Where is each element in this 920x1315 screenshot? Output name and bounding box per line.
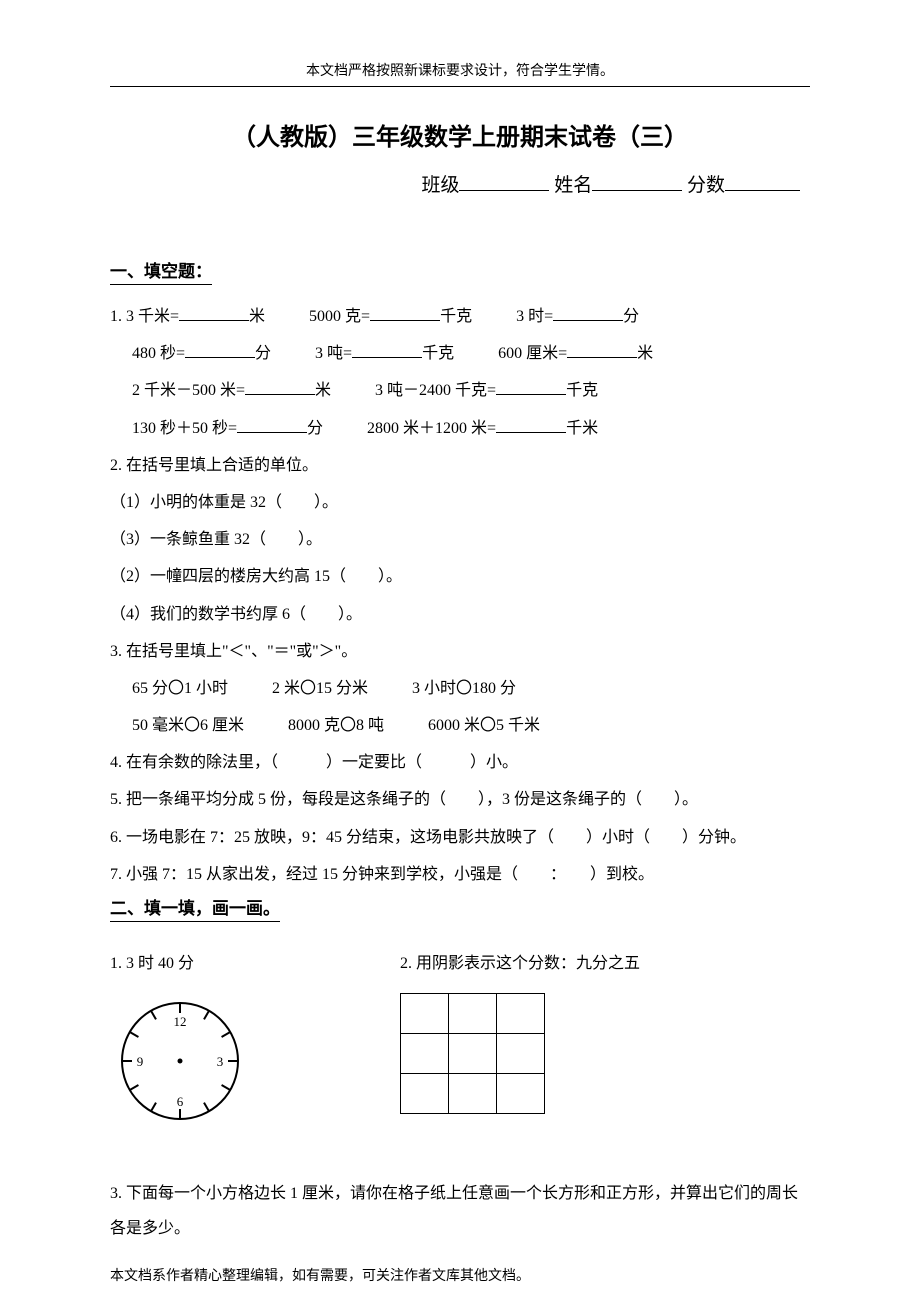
q1-row1: 1. 3 千米= 米 5000 克= 千克 3 时= 分 xyxy=(110,299,810,334)
footer-note: 本文档系作者精心整理编辑，如有需要，可关注作者文库其他文档。 xyxy=(110,1265,810,1285)
q1j2: 千米 xyxy=(566,420,598,437)
q1c: 3 时= xyxy=(516,308,553,325)
q5: 5. 把一条绳平均分成 5 份，每段是这条绳子的（ ），3 份是这条绳子的（ ）… xyxy=(110,782,810,817)
q1c-blank[interactable] xyxy=(553,305,623,321)
q3r2a: 50 毫米〇6 厘米 xyxy=(132,717,244,734)
q6: 6. 一场电影在 7：25 放映，9：45 分结束，这场电影共放映了（ ）小时（… xyxy=(110,820,810,855)
svg-text:12: 12 xyxy=(174,1014,187,1029)
page: 本文档严格按照新课标要求设计，符合学生学情。 （人教版）三年级数学上册期末试卷（… xyxy=(0,0,920,1315)
q2c: （2）一幢四层的楼房大约高 15（ ）。 xyxy=(110,559,810,594)
info-line: 班级 姓名 分数 xyxy=(110,170,810,197)
q1a2: 米 xyxy=(249,308,265,325)
score-label: 分数 xyxy=(687,175,725,196)
q1e2: 千克 xyxy=(422,345,454,362)
q1g2: 米 xyxy=(315,382,331,399)
q1a: 1. 3 千米= xyxy=(110,308,179,325)
q3-lead: 3. 在括号里填上"＜"、"＝"或"＞"。 xyxy=(110,634,810,669)
q1a-blank[interactable] xyxy=(179,305,249,321)
section2-head: 二、填一填，画一画。 xyxy=(110,894,280,922)
section1-head: 一、填空题： xyxy=(110,257,212,285)
sec2-row: 1. 3 时 40 分 12 3 6 9 2. 用阴影表示这个分数：九分之五 xyxy=(110,946,810,1136)
s2q2: 2. 用阴影表示这个分数：九分之五 xyxy=(400,946,640,981)
q1j: 2800 米＋1200 米= xyxy=(367,420,496,437)
q1h-blank[interactable] xyxy=(496,379,566,395)
svg-text:3: 3 xyxy=(217,1054,224,1069)
q1b2: 千克 xyxy=(440,308,472,325)
s2q1: 1. 3 时 40 分 xyxy=(110,946,250,981)
q1i2: 分 xyxy=(307,420,323,437)
q3r2c: 6000 米〇5 千米 xyxy=(428,717,540,734)
q3r2b: 8000 克〇8 吨 xyxy=(288,717,384,734)
q1i: 130 秒＋50 秒= xyxy=(132,420,237,437)
q1h2: 千克 xyxy=(566,382,598,399)
q2d: （4）我们的数学书约厚 6（ ）。 xyxy=(110,597,810,632)
q1b-blank[interactable] xyxy=(370,305,440,321)
class-blank[interactable] xyxy=(459,172,549,191)
fraction-grid xyxy=(400,993,545,1114)
q1d: 480 秒= xyxy=(132,345,185,362)
q2b: （3）一条鲸鱼重 32（ ）。 xyxy=(110,522,810,557)
svg-text:6: 6 xyxy=(177,1094,184,1109)
exam-title: （人教版）三年级数学上册期末试卷（三） xyxy=(110,117,810,152)
sec2-col2: 2. 用阴影表示这个分数：九分之五 xyxy=(400,946,640,1136)
q1b: 5000 克= xyxy=(309,308,370,325)
top-header: 本文档严格按照新课标要求设计，符合学生学情。 xyxy=(110,60,810,87)
q1f-blank[interactable] xyxy=(567,342,637,358)
q1-row3: 2 千米－500 米= 米 3 吨－2400 千克= 千克 xyxy=(110,373,810,408)
q1g-blank[interactable] xyxy=(245,379,315,395)
clock-icon: 12 3 6 9 xyxy=(110,991,250,1131)
name-label: 姓名 xyxy=(554,175,592,196)
q1c2: 分 xyxy=(623,308,639,325)
q3-row2: 50 毫米〇6 厘米 8000 克〇8 吨 6000 米〇5 千米 xyxy=(110,708,810,743)
q4: 4. 在有余数的除法里，（ ）一定要比（ ）小。 xyxy=(110,745,810,780)
q1h: 3 吨－2400 千克= xyxy=(375,382,496,399)
sec2-col1: 1. 3 时 40 分 12 3 6 9 xyxy=(110,946,250,1136)
q1f2: 米 xyxy=(637,345,653,362)
q1e-blank[interactable] xyxy=(352,342,422,358)
q2a: （1）小明的体重是 32（ ）。 xyxy=(110,485,810,520)
q1e: 3 吨= xyxy=(315,345,352,362)
q3r1b: 2 米〇15 分米 xyxy=(272,680,368,697)
q1d-blank[interactable] xyxy=(185,342,255,358)
q1i-blank[interactable] xyxy=(237,417,307,433)
q2-lead: 2. 在括号里填上合适的单位。 xyxy=(110,448,810,483)
q3r1c: 3 小时〇180 分 xyxy=(412,680,516,697)
q1d2: 分 xyxy=(255,345,271,362)
q1-row2: 480 秒= 分 3 吨= 千克 600 厘米= 米 xyxy=(110,336,810,371)
class-label: 班级 xyxy=(421,175,459,196)
clock-wrap: 12 3 6 9 xyxy=(110,991,250,1136)
name-blank[interactable] xyxy=(592,172,682,191)
s2q3: 3. 下面每一个小方格边长 1 厘米，请你在格子纸上任意画一个长方形和正方形，并… xyxy=(110,1176,810,1246)
q3r1a: 65 分〇1 小时 xyxy=(132,680,228,697)
q7: 7. 小强 7：15 从家出发，经过 15 分钟来到学校，小强是（ ： ）到校。 xyxy=(110,857,810,892)
svg-text:9: 9 xyxy=(137,1054,144,1069)
q1f: 600 厘米= xyxy=(498,345,567,362)
q1-row4: 130 秒＋50 秒= 分 2800 米＋1200 米= 千米 xyxy=(110,411,810,446)
q1j-blank[interactable] xyxy=(496,417,566,433)
score-blank[interactable] xyxy=(725,172,800,191)
q3-row1: 65 分〇1 小时 2 米〇15 分米 3 小时〇180 分 xyxy=(110,671,810,706)
q1g: 2 千米－500 米= xyxy=(132,382,245,399)
